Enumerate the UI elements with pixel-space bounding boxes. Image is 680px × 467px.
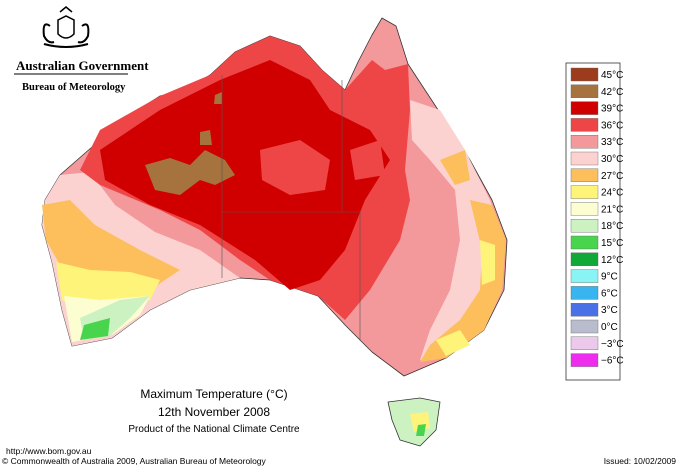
- legend-label: 6°C: [601, 288, 618, 299]
- legend-label: 27°C: [601, 171, 623, 182]
- map-title: Maximum Temperature (°C): [140, 387, 287, 401]
- legend-swatch: [570, 185, 599, 199]
- legend: 45°C 42°C 39°C 36°C 33°C 30°C 27°C 24°C 21°C 18°C…: [570, 67, 624, 367]
- legend-swatch: [570, 168, 599, 183]
- footer-copyright: © Commonwealth of Australia 2009, Austra…: [2, 456, 267, 466]
- header-subtitle: Bureau of Meteorology: [22, 82, 126, 93]
- legend-swatch: [570, 319, 599, 334]
- legend-label: 18°C: [601, 221, 623, 232]
- legend-swatch: [570, 336, 599, 350]
- legend-swatch: [570, 286, 599, 300]
- legend-swatch: [570, 202, 599, 216]
- legend-swatch: [570, 151, 599, 166]
- legend-label: 33°C: [601, 137, 623, 148]
- legend-swatch: [570, 118, 599, 132]
- legend-label: 12°C: [601, 255, 623, 266]
- legend-label: 9°C: [601, 272, 618, 283]
- legend-label: 15°C: [601, 238, 623, 249]
- map-date: 12th November 2008: [158, 405, 270, 419]
- legend-label: 3°C: [601, 305, 618, 316]
- legend-swatch: [570, 134, 599, 149]
- legend-label: 45°C: [601, 70, 623, 81]
- legend-swatch: [570, 218, 599, 233]
- legend-swatch: [570, 252, 599, 267]
- map-credit: Product of the National Climate Centre: [128, 424, 300, 435]
- australia-map: [41, 17, 508, 447]
- legend-label: 21°C: [601, 204, 623, 215]
- legend-swatch: [570, 269, 599, 283]
- legend-label: −6°C: [601, 356, 624, 367]
- legend-label: 0°C: [601, 322, 618, 333]
- legend-label: −3°C: [601, 339, 624, 350]
- legend-label: 30°C: [601, 154, 623, 165]
- legend-swatch: [570, 67, 599, 82]
- legend-swatch: [570, 101, 599, 115]
- legend-swatch: [570, 303, 599, 317]
- header-title: Australian Government: [16, 58, 149, 73]
- crest: [14, 6, 128, 75]
- legend-swatch: [570, 353, 599, 367]
- legend-label: 36°C: [601, 120, 623, 131]
- legend-label: 39°C: [601, 104, 623, 115]
- legend-label: 24°C: [601, 188, 623, 199]
- footer-url: http://www.bom.gov.au: [6, 446, 92, 456]
- legend-swatch: [570, 235, 599, 250]
- legend-label: 42°C: [601, 87, 623, 98]
- footer-issued: Issued: 10/02/2009: [604, 456, 677, 466]
- legend-swatch: [570, 84, 599, 99]
